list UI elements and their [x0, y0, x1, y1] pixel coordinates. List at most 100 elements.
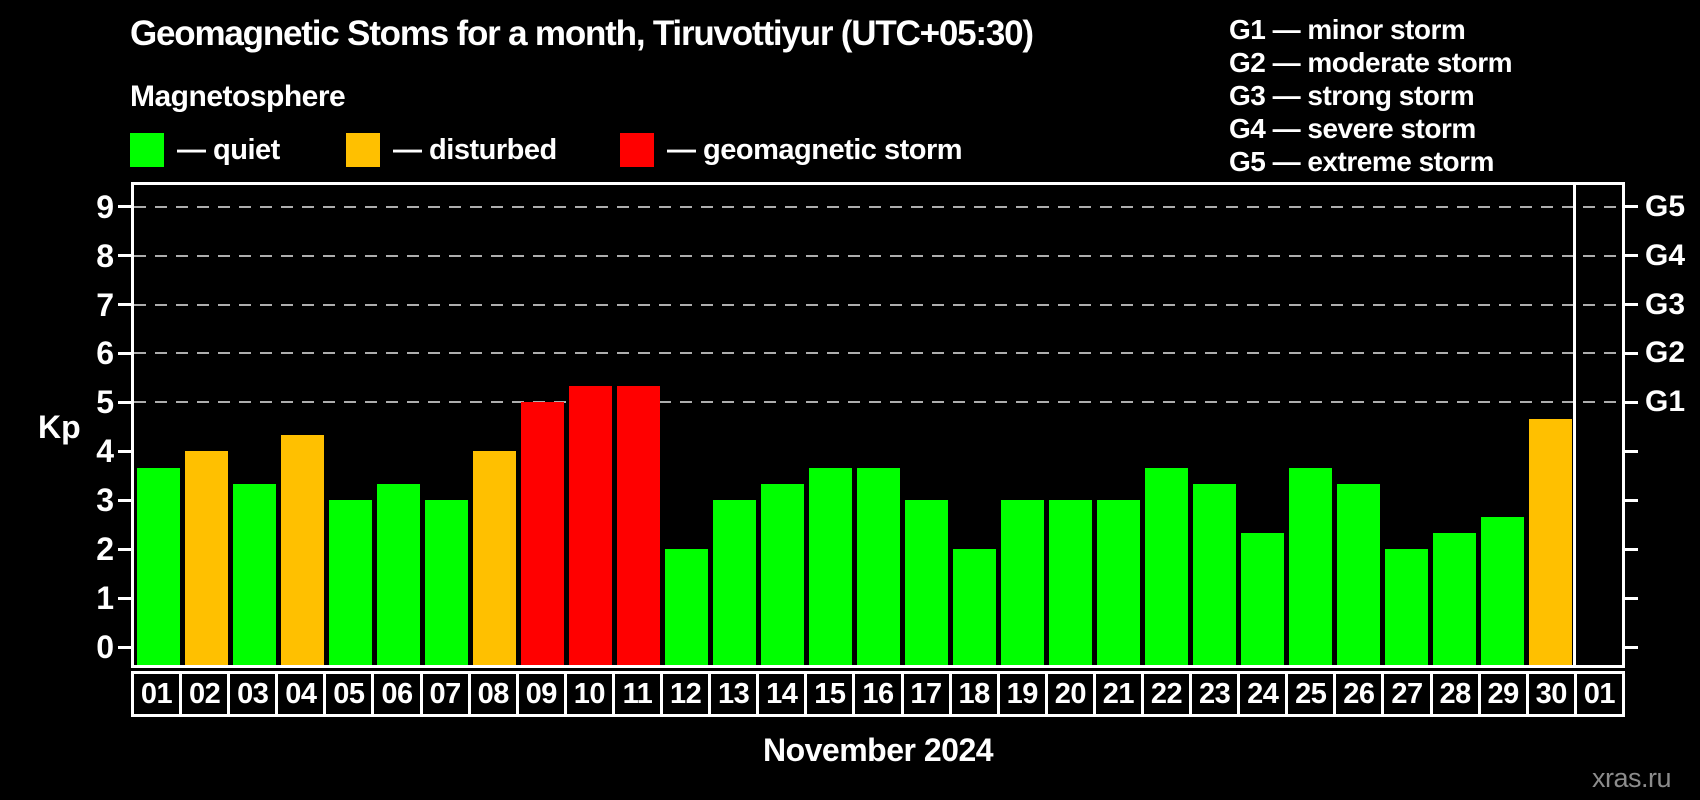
storm-scale-legend: G1 — minor storm G2 — moderate storm G3 — … [1229, 13, 1513, 178]
storm-scale-row-g3: G3 — strong storm [1229, 80, 1475, 111]
bar-day-19 [1000, 500, 1044, 665]
bar-day-23 [1192, 484, 1236, 665]
y-tick-label-7: 7 [96, 286, 114, 323]
bar-day-07 [424, 500, 468, 665]
bar-day-25 [1288, 467, 1332, 665]
left-tick-5 [118, 400, 131, 404]
bar-day-15 [808, 467, 852, 665]
day-label-22: 22 [1143, 674, 1193, 714]
y-axis-label: Kp [38, 409, 81, 445]
right-tick-0 [1625, 645, 1638, 649]
bar-day-27 [1384, 549, 1428, 665]
day-label-03: 03 [230, 674, 279, 714]
y-tick-label-9: 9 [96, 188, 114, 225]
y-tick-label-6: 6 [96, 335, 114, 372]
right-tick-6 [1625, 351, 1638, 355]
bar-day-03 [232, 484, 276, 665]
storm-scale-row-g1: G1 — minor storm [1229, 14, 1466, 45]
bar-day-06 [376, 484, 420, 665]
quiet-swatch-icon [130, 133, 164, 167]
day-label-14: 14 [759, 674, 808, 714]
bar-day-11 [616, 386, 660, 665]
y-tick-label-5: 5 [96, 384, 114, 421]
bar-day-16 [856, 467, 900, 665]
day-label-23: 23 [1192, 674, 1241, 714]
color-legend: — quiet — disturbed — geomagnetic storm [0, 133, 1100, 169]
bar-day-22 [1144, 467, 1188, 665]
bar-day-12 [664, 549, 708, 665]
bar-day-29 [1480, 516, 1524, 665]
right-tick-4 [1625, 449, 1638, 453]
day-label-19: 19 [999, 674, 1048, 714]
right-tick-1 [1625, 596, 1638, 600]
day-label-08: 08 [470, 674, 519, 714]
chart-title: Geomagnetic Stoms for a month, Tiruvotti… [130, 14, 1034, 53]
day-label-01: 01 [134, 674, 183, 714]
kp-gridline-8 [134, 254, 1622, 257]
legend-label-storm: — geomagnetic storm [667, 134, 963, 166]
day-label-05: 05 [326, 674, 375, 714]
legend-item-storm: — geomagnetic storm [620, 133, 963, 167]
left-tick-7 [118, 303, 131, 306]
legend-label-quiet: — quiet [177, 134, 280, 166]
right-tick-7 [1625, 303, 1638, 306]
day-label-25: 25 [1288, 674, 1337, 714]
right-tick-8 [1625, 254, 1638, 258]
bar-day-20 [1048, 500, 1092, 665]
y-tick-label-2: 2 [96, 531, 114, 568]
left-tick-1 [118, 596, 131, 600]
y-tick-label-4: 4 [96, 433, 114, 470]
day-label-07: 07 [422, 674, 471, 714]
bar-day-01 [136, 467, 180, 665]
g-axis-label-G1: G1 [1645, 385, 1686, 419]
day-label-28: 28 [1432, 674, 1481, 714]
left-tick-8 [118, 254, 131, 258]
g-axis-label-G4: G4 [1645, 238, 1686, 272]
day-label-04: 04 [278, 674, 327, 714]
right-tick-3 [1625, 498, 1638, 502]
bar-day-24 [1240, 533, 1284, 665]
bar-day-28 [1432, 533, 1476, 665]
y-tick-label-0: 0 [96, 629, 114, 666]
left-tick-4 [118, 449, 131, 453]
bar-day-13 [712, 500, 756, 665]
day-label-01: 01 [1576, 674, 1622, 714]
kp-gridline-5 [134, 401, 1622, 404]
legend-label-disturbed: — disturbed [393, 134, 557, 166]
g-axis-label-G2: G2 [1645, 336, 1686, 370]
bar-day-21 [1096, 500, 1140, 665]
day-label-10: 10 [566, 674, 615, 714]
left-tick-0 [118, 645, 131, 649]
day-label-20: 20 [1047, 674, 1096, 714]
legend-item-quiet: — quiet [130, 133, 280, 167]
right-tick-2 [1625, 547, 1638, 551]
bar-day-02 [184, 451, 228, 665]
kp-gridline-7 [134, 303, 1622, 306]
right-tick-5 [1625, 400, 1638, 404]
day-label-24: 24 [1240, 674, 1289, 714]
bar-day-30 [1528, 418, 1572, 665]
day-label-15: 15 [807, 674, 856, 714]
bar-day-18 [952, 549, 996, 665]
day-label-02: 02 [182, 674, 231, 714]
day-label-27: 27 [1384, 674, 1433, 714]
bar-day-09 [520, 402, 564, 665]
day-label-17: 17 [903, 674, 952, 714]
day-label-09: 09 [518, 674, 567, 714]
kp-gridline-6 [134, 352, 1622, 355]
date-axis: 01 02 03 04 05 06 07 08 09 10 11 12 13 14 15 16 17 18 19 20… [131, 671, 1625, 717]
day-label-06: 06 [374, 674, 423, 714]
bar-day-26 [1336, 484, 1380, 665]
day-label-29: 29 [1480, 674, 1529, 714]
day-label-30: 30 [1528, 674, 1577, 714]
day-label-16: 16 [855, 674, 904, 714]
bar-day-05 [328, 500, 372, 665]
day-separator [1572, 185, 1576, 665]
chart-subtitle: Magnetosphere [130, 80, 346, 113]
bar-day-10 [568, 386, 612, 665]
bar-day-14 [760, 484, 804, 665]
day-label-13: 13 [711, 674, 760, 714]
bar-day-04 [280, 435, 324, 665]
month-caption: November 2024 [762, 732, 994, 768]
